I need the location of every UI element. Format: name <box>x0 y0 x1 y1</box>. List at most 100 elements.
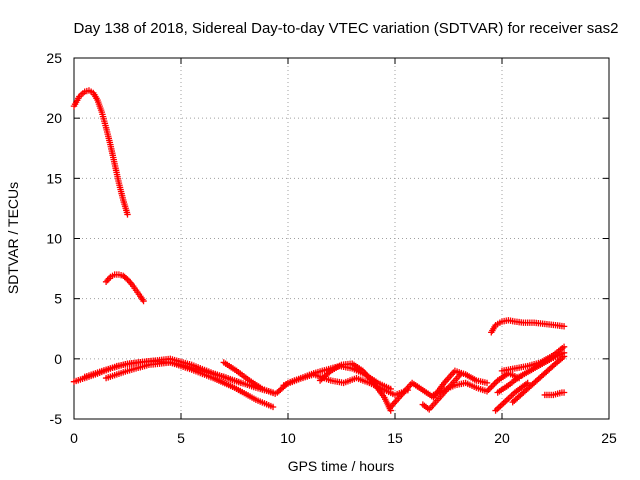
data-point <box>535 359 542 367</box>
y-axis-label: SDTVAR / TECUs <box>5 182 21 294</box>
data-point <box>456 371 463 379</box>
data-point <box>119 194 126 202</box>
data-point <box>93 95 100 102</box>
data-point <box>346 360 354 368</box>
data-point <box>87 88 95 95</box>
data-point <box>244 375 251 383</box>
series-arc-mid <box>102 271 147 305</box>
data-point <box>522 363 529 370</box>
data-point <box>379 392 387 399</box>
data-point <box>509 365 516 373</box>
data-point <box>550 361 558 369</box>
data-point <box>123 209 131 216</box>
data-point <box>496 319 504 326</box>
series-band-g <box>316 360 394 414</box>
data-point <box>363 378 371 386</box>
data-point <box>559 345 566 352</box>
x-tick-label: 25 <box>601 430 617 446</box>
data-point <box>131 285 138 292</box>
x-axis-label: GPS time / hours <box>288 458 395 474</box>
series-band-j <box>430 370 523 399</box>
series-band-f <box>280 371 412 399</box>
data-point <box>503 396 511 404</box>
data-point <box>122 361 129 368</box>
series-band-h <box>387 367 491 411</box>
data-point <box>175 361 183 368</box>
data-point <box>449 383 456 390</box>
data-point <box>235 378 242 386</box>
data-point <box>109 272 116 280</box>
data-point <box>514 375 521 382</box>
data-point <box>438 387 446 395</box>
x-tick-label: 20 <box>494 430 510 446</box>
data-point <box>548 353 555 360</box>
x-tick-label: 10 <box>280 430 296 446</box>
data-point <box>417 385 425 393</box>
data-point <box>489 381 497 389</box>
data-point <box>481 379 489 386</box>
data-point <box>510 390 517 398</box>
data-point <box>503 383 510 390</box>
data-point <box>257 384 264 391</box>
y-tick-label: 15 <box>46 170 62 186</box>
data-point <box>231 366 239 373</box>
data-point <box>110 158 118 165</box>
x-tick-label: 5 <box>177 430 185 446</box>
data-points <box>70 87 568 414</box>
data-point <box>326 369 333 376</box>
data-point <box>516 385 523 393</box>
y-tick-label: 0 <box>54 351 62 367</box>
series-arc-late-high <box>488 317 568 336</box>
data-point <box>325 376 332 383</box>
data-point <box>450 369 457 376</box>
data-point <box>218 373 225 380</box>
data-point <box>430 400 438 408</box>
data-point <box>106 139 114 146</box>
series-band-l <box>492 379 531 414</box>
data-point <box>357 366 365 373</box>
x-tick-label: 0 <box>70 430 78 446</box>
data-point <box>122 368 129 375</box>
data-point <box>115 177 122 185</box>
chart-title: Day 138 of 2018, Sidereal Day-to-day VTE… <box>74 20 619 37</box>
y-tick-label: 20 <box>46 110 62 126</box>
series-band-m <box>509 353 568 406</box>
data-point <box>102 122 109 129</box>
data-point <box>470 383 478 390</box>
series-band-d <box>220 359 279 397</box>
data-point <box>488 383 495 390</box>
data-point <box>485 386 492 393</box>
data-point <box>471 376 478 383</box>
data-point <box>522 380 530 388</box>
data-point <box>491 380 498 387</box>
data-point <box>229 383 236 391</box>
data-point <box>368 377 376 385</box>
data-point <box>336 362 343 370</box>
data-point <box>197 367 204 374</box>
y-tick-label: 5 <box>54 291 62 307</box>
data-point <box>250 395 258 402</box>
data-point <box>558 322 566 330</box>
y-tick-label: 10 <box>46 231 62 247</box>
data-point <box>439 381 447 388</box>
data-point <box>127 279 134 286</box>
x-tick-label: 15 <box>387 430 403 446</box>
data-point <box>97 106 105 114</box>
data-point <box>491 323 498 331</box>
data-point <box>267 402 275 410</box>
data-point <box>497 402 504 410</box>
data-point <box>135 291 143 298</box>
data-point <box>293 376 300 384</box>
series-band-n <box>498 343 568 375</box>
data-point <box>79 90 87 97</box>
y-tick-label: -5 <box>50 411 63 427</box>
data-point <box>559 354 566 362</box>
data-point <box>552 391 559 398</box>
data-point <box>139 296 146 303</box>
data-point <box>105 275 113 282</box>
data-point <box>509 317 516 325</box>
data-point <box>100 367 108 374</box>
data-point <box>117 272 125 279</box>
series-arc-late-low <box>541 389 568 399</box>
